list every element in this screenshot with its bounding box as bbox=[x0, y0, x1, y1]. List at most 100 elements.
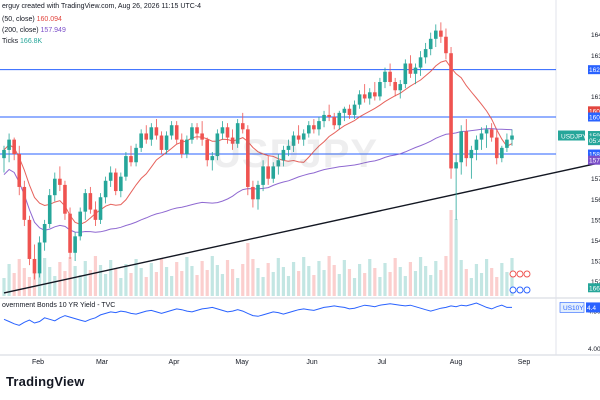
volume-bar bbox=[439, 270, 443, 296]
volume-bar bbox=[17, 259, 21, 296]
volume-bar bbox=[291, 262, 296, 296]
candle-body bbox=[98, 197, 103, 220]
candle-body bbox=[215, 133, 220, 157]
candle-body bbox=[22, 186, 27, 220]
yield-pane-title: overnment Bonds 10 YR Yield - TVC bbox=[2, 302, 116, 309]
candle-body bbox=[63, 184, 67, 214]
volume-bar bbox=[378, 277, 382, 296]
price-tick-label: 154 bbox=[591, 238, 600, 245]
volume-bar bbox=[114, 269, 118, 296]
candle-body bbox=[12, 139, 16, 155]
volume-bar bbox=[342, 260, 346, 296]
candle-body bbox=[296, 135, 301, 140]
symbol-price-label: USDJPY bbox=[561, 133, 587, 140]
candle-body bbox=[479, 133, 484, 140]
volume-bar bbox=[271, 272, 275, 296]
price-badge-price bbox=[588, 131, 600, 141]
event-marker-icon bbox=[523, 270, 531, 278]
volume-bar bbox=[144, 277, 148, 296]
volume-bar bbox=[418, 257, 423, 296]
yield-symbol-badge: US10Y bbox=[563, 305, 584, 312]
volume-bar bbox=[459, 260, 463, 296]
candle-body bbox=[484, 129, 489, 134]
volume-bar bbox=[53, 276, 57, 296]
volume-bar bbox=[327, 256, 331, 296]
price-tick-label: 163 bbox=[591, 53, 600, 60]
candle-body bbox=[93, 209, 98, 220]
candle-body bbox=[73, 236, 77, 253]
volume-bar bbox=[413, 271, 418, 296]
price-badge-sma50 bbox=[588, 106, 600, 116]
candle-body bbox=[332, 116, 336, 126]
candle-body bbox=[301, 133, 306, 140]
volume-bar bbox=[408, 262, 412, 296]
volume-bar bbox=[347, 269, 352, 296]
price-tick-label: 164 bbox=[591, 32, 600, 39]
sma50-legend[interactable]: (50, close) 160.094 bbox=[2, 16, 62, 23]
candle-body bbox=[408, 63, 413, 74]
volume-bar bbox=[58, 262, 62, 296]
volume-bar bbox=[302, 257, 306, 296]
volume-bar bbox=[500, 263, 504, 296]
yield-symbol-badge-bg bbox=[559, 302, 585, 313]
price-badge-text: 160 bbox=[589, 114, 600, 121]
candle-body bbox=[469, 149, 474, 159]
candle-body bbox=[286, 145, 291, 150]
volume-bar bbox=[368, 259, 372, 296]
volume-bar bbox=[337, 274, 341, 296]
candle-body bbox=[256, 184, 260, 200]
candle-body bbox=[200, 133, 204, 140]
candle-body bbox=[47, 195, 52, 224]
price-badge-text: 160 bbox=[589, 108, 600, 115]
candle-body bbox=[449, 53, 453, 169]
candle-body bbox=[240, 123, 245, 130]
volume-bar bbox=[78, 275, 82, 296]
time-axis-label: Feb bbox=[32, 359, 44, 366]
volume-bar bbox=[175, 262, 179, 296]
candle-body bbox=[144, 133, 149, 140]
volume-bar bbox=[505, 272, 509, 296]
volume-bar bbox=[149, 263, 153, 296]
volume-bar bbox=[164, 267, 169, 296]
candle-body bbox=[352, 104, 357, 115]
volume-bar bbox=[469, 278, 473, 296]
volume-bar bbox=[180, 271, 184, 296]
candle-body bbox=[500, 147, 504, 159]
ticks-legend[interactable]: Ticks 166.8K bbox=[2, 38, 43, 45]
price-badge-text: 158 bbox=[589, 152, 600, 159]
yield-line bbox=[3, 302, 512, 326]
candle-body bbox=[373, 92, 377, 97]
volume-bar bbox=[73, 266, 77, 296]
candle-body bbox=[103, 180, 108, 198]
volume-bar bbox=[424, 266, 428, 296]
volume-bar bbox=[68, 257, 72, 296]
candle-body bbox=[474, 139, 479, 150]
candle-body bbox=[454, 162, 458, 169]
volume-bar bbox=[63, 271, 67, 296]
candle-body bbox=[129, 156, 133, 163]
volume-bar bbox=[134, 259, 138, 296]
volume-bar bbox=[195, 275, 199, 296]
sma200-legend[interactable]: (200, close) 157.949 bbox=[2, 27, 66, 34]
volume-bar bbox=[170, 276, 174, 296]
candle-body bbox=[281, 149, 286, 161]
price-tick-label: 156 bbox=[591, 197, 600, 204]
volume-bar bbox=[393, 258, 397, 296]
candle-body bbox=[322, 114, 326, 122]
ticks-value: 166.8K bbox=[20, 38, 43, 45]
candle-body bbox=[271, 166, 276, 179]
price-tick-label: 152 bbox=[591, 279, 600, 286]
volume-bar bbox=[434, 261, 438, 296]
volume-bar bbox=[139, 268, 143, 296]
time-axis-label: May bbox=[235, 359, 249, 366]
candle-body bbox=[149, 127, 154, 140]
price-tick-label: 161 bbox=[591, 94, 600, 101]
volume-bar bbox=[358, 264, 362, 296]
volume-bar bbox=[490, 268, 494, 296]
candle-body bbox=[58, 178, 62, 185]
volume-bar bbox=[225, 260, 230, 296]
volume-bar bbox=[474, 264, 479, 296]
candle-body bbox=[190, 127, 194, 140]
volume-bar bbox=[98, 265, 103, 296]
candle-body bbox=[266, 166, 270, 179]
